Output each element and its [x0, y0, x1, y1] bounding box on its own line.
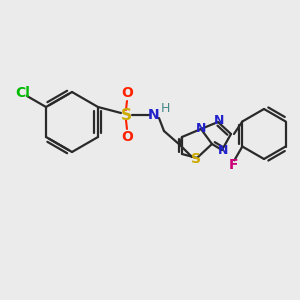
- Text: N: N: [148, 108, 160, 122]
- Text: Cl: Cl: [16, 86, 30, 100]
- Text: S: S: [191, 152, 201, 166]
- Text: S: S: [121, 107, 131, 122]
- Text: O: O: [121, 86, 133, 100]
- Text: N: N: [214, 115, 224, 128]
- Text: N: N: [196, 122, 206, 134]
- Text: H: H: [160, 103, 170, 116]
- Text: O: O: [121, 130, 133, 144]
- Text: N: N: [218, 145, 228, 158]
- Text: F: F: [229, 158, 238, 172]
